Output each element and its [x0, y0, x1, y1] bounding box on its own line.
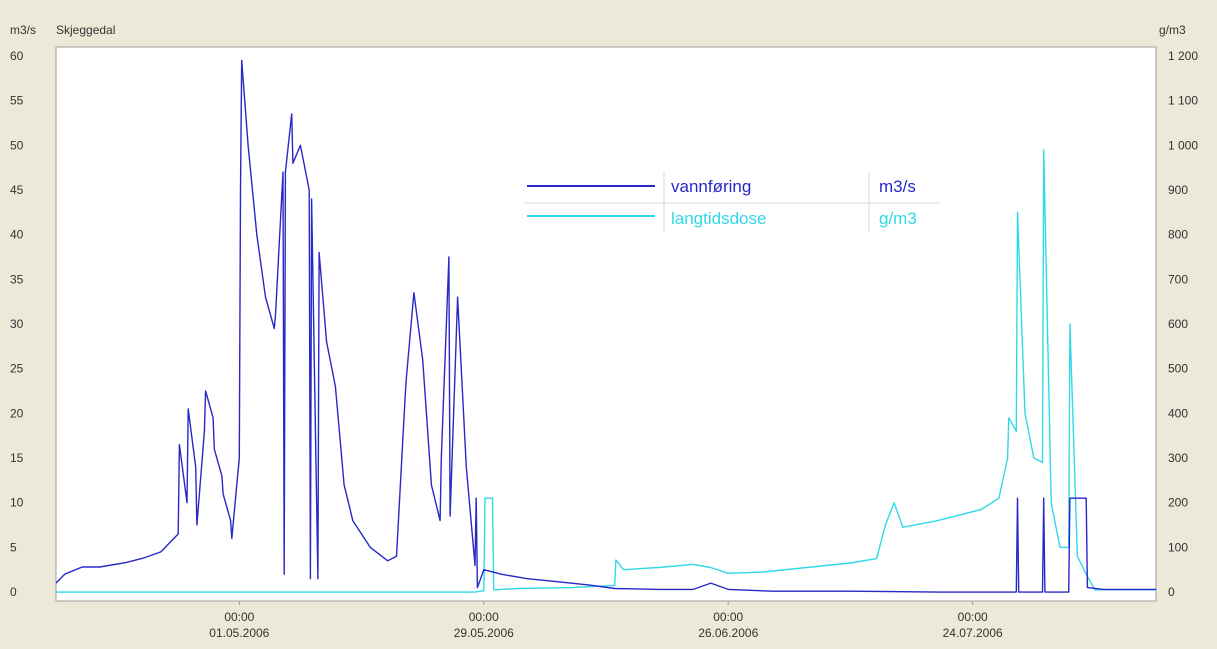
y-right-tick-label: 500	[1168, 362, 1188, 376]
y-right-tick-label: 100	[1168, 540, 1188, 554]
legend: vannføring m3/s langtidsdose g/m3	[524, 170, 944, 236]
x-tick-time: 00:00	[469, 610, 499, 624]
series-layer	[55, 59, 1156, 593]
y-right-ticks: 0 100 200 300 400 500 600 700 800 900 1 000 1 100 1 …	[1168, 49, 1198, 599]
y-left-tick-label: 25	[10, 362, 24, 376]
y-right-tick-label: 1 000	[1168, 138, 1198, 152]
y-right-tick-label: 1 100	[1168, 94, 1198, 108]
y-left-tick-label: 30	[10, 317, 24, 331]
x-tick-time: 00:00	[224, 610, 254, 624]
y-left-tick-label: 10	[10, 496, 24, 510]
legend-label-langtidsdose: langtidsdose	[671, 209, 766, 228]
y-right-tick-label: 700	[1168, 272, 1188, 286]
y-left-tick-label: 45	[10, 183, 24, 197]
y-right-tick-label: 800	[1168, 228, 1188, 242]
y-right-tick-label: 1 200	[1168, 49, 1198, 63]
y-left-tick-label: 40	[10, 228, 24, 242]
y-left-tick-label: 50	[10, 138, 24, 152]
y-right-tick-label: 200	[1168, 496, 1188, 510]
y-left-ticks: 0 5 10 15 20 25 30 35 40 45 50 55 60	[10, 49, 24, 599]
y-right-tick-label: 600	[1168, 317, 1188, 331]
x-tick-date: 29.05.2006	[454, 626, 514, 640]
x-ticks: 00:00 01.05.2006 00:00 29.05.2006 00:00 26.06…	[209, 601, 1003, 640]
y-left-tick-label: 35	[10, 272, 24, 286]
y-left-tick-label: 60	[10, 49, 24, 63]
y-left-tick-label: 5	[10, 540, 17, 554]
series-line-langtidsdose	[56, 149, 1156, 593]
x-tick-time: 00:00	[713, 610, 743, 624]
plot-area	[55, 46, 1157, 602]
left-axis-unit: m3/s	[10, 23, 36, 37]
series-line-vannfring	[55, 59, 1156, 593]
y-right-tick-label: 400	[1168, 406, 1188, 420]
right-axis-unit: g/m3	[1159, 23, 1186, 37]
chart-title: Skjeggedal	[56, 23, 115, 37]
legend-unit-langtidsdose: g/m3	[879, 209, 917, 228]
x-tick-date: 26.06.2006	[698, 626, 758, 640]
x-tick-time: 00:00	[958, 610, 988, 624]
y-left-tick-label: 20	[10, 406, 24, 420]
x-tick-date: 24.07.2006	[943, 626, 1003, 640]
legend-unit-vannforing: m3/s	[879, 177, 916, 196]
y-right-tick-label: 300	[1168, 451, 1188, 465]
y-left-tick-label: 55	[10, 94, 24, 108]
y-left-tick-label: 15	[10, 451, 24, 465]
y-right-tick-label: 0	[1168, 585, 1175, 599]
y-right-tick-label: 900	[1168, 183, 1188, 197]
legend-label-vannforing: vannføring	[671, 177, 751, 196]
y-left-tick-label: 0	[10, 585, 17, 599]
x-tick-date: 01.05.2006	[209, 626, 269, 640]
